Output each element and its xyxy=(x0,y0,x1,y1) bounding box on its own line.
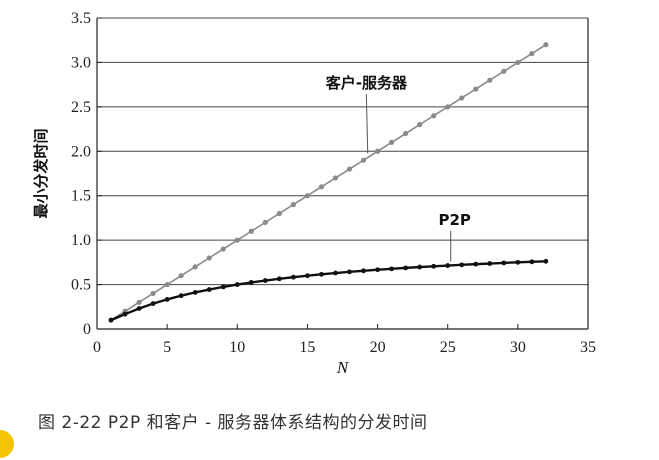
tick-labels: 0 0.5 1.0 1.5 2.0 2.5 3.0 3.5 0 5 10 15 20 25 30 35 xyxy=(71,10,596,356)
client-server-point-17 xyxy=(346,166,353,172)
client-server-series-label: 客户-服务器 xyxy=(325,74,408,92)
client-server-point-19 xyxy=(374,148,381,154)
client-server-point-3 xyxy=(150,290,156,297)
client-server-point-15 xyxy=(318,184,325,190)
p2p-point-22 xyxy=(417,264,423,270)
x-axis-title: N xyxy=(336,358,350,377)
distribution-time-chart: 0 0.5 1.0 1.5 2.0 2.5 3.0 3.5 0 5 10 15 20 25 30 35 客户-… xyxy=(32,10,596,377)
series-labels: 客户-服务器 P2P xyxy=(325,74,471,262)
p2p-line xyxy=(110,260,546,322)
p2p-point-3 xyxy=(150,301,156,306)
axes xyxy=(96,17,589,330)
client-server-point-23 xyxy=(431,113,437,119)
client-server-point-29 xyxy=(515,59,521,66)
p2p-point-4 xyxy=(164,297,170,302)
client-server-point-11 xyxy=(262,219,268,225)
client-server-point-5 xyxy=(178,273,184,279)
p2p-point-6 xyxy=(192,289,198,295)
client-server-point-26 xyxy=(473,86,479,92)
client-server-point-10 xyxy=(248,228,254,234)
p2p-point-24 xyxy=(445,263,451,268)
y-tick-label-6: 3.0 xyxy=(71,54,91,71)
p2p-point-18 xyxy=(361,268,366,274)
x-tick-label-7: 35 xyxy=(580,339,596,356)
client-server-point-25 xyxy=(459,95,465,101)
p2p-point-15 xyxy=(319,271,324,277)
client-server-point-27 xyxy=(487,77,493,83)
x-tick-label-6: 30 xyxy=(510,339,526,356)
x-tick-label-4: 20 xyxy=(370,339,386,356)
client-server-point-8 xyxy=(220,246,226,252)
p2p-point-7 xyxy=(206,287,212,292)
p2p-point-14 xyxy=(305,273,310,279)
p2p-point-8 xyxy=(220,284,226,290)
client-server-point-21 xyxy=(403,130,409,137)
client-server-point-13 xyxy=(290,202,296,208)
y-tick-label-4: 2.0 xyxy=(71,143,91,160)
client-server-point-18 xyxy=(360,157,367,163)
x-tick-label-1: 5 xyxy=(163,339,171,356)
y-tick-label-7: 3.5 xyxy=(71,10,91,27)
client-server-point-16 xyxy=(332,175,339,181)
client-server-point-22 xyxy=(417,122,423,128)
y-tick-label-5: 2.5 xyxy=(71,99,91,116)
client-server-point-31 xyxy=(543,42,549,48)
p2p-point-10 xyxy=(248,280,254,285)
client-server-point-14 xyxy=(304,193,311,199)
x-tick-label-2: 10 xyxy=(229,339,245,356)
y-tick-label-2: 1.0 xyxy=(71,232,91,249)
p2p-point-27 xyxy=(487,261,493,266)
client-server-point-24 xyxy=(445,104,451,110)
p2p-point-12 xyxy=(276,276,282,282)
x-tick-label-5: 25 xyxy=(440,339,456,356)
y-tick-label-0: 0 xyxy=(83,321,91,338)
p2p-point-9 xyxy=(234,282,240,287)
client-server-point-7 xyxy=(206,255,212,261)
client-server-line xyxy=(110,43,547,321)
p2p-series-label: P2P xyxy=(439,211,471,229)
p2p-point-16 xyxy=(333,270,338,276)
y-tick-label-3: 1.5 xyxy=(71,188,91,205)
p2p-point-13 xyxy=(291,274,296,280)
series-lines xyxy=(108,42,549,323)
p2p-point-17 xyxy=(347,269,352,275)
p2p-point-5 xyxy=(178,293,184,299)
p2p-point-19 xyxy=(375,267,380,273)
p2p-point-21 xyxy=(403,265,409,271)
p2p-point-25 xyxy=(459,262,465,268)
p2p-point-11 xyxy=(262,278,268,283)
p2p-point-28 xyxy=(501,260,507,266)
client-server-point-2 xyxy=(136,299,142,305)
p2p-point-20 xyxy=(389,266,394,272)
client-server-point-20 xyxy=(389,139,395,145)
p2p-point-31 xyxy=(543,258,549,264)
grid-lines xyxy=(97,17,588,286)
p2p-point-0 xyxy=(108,317,114,323)
p2p-point-29 xyxy=(515,259,521,265)
client-server-label-leader xyxy=(365,93,369,154)
client-server-point-30 xyxy=(529,50,535,57)
client-server-point-9 xyxy=(234,237,240,243)
x-tick-label-3: 15 xyxy=(299,339,315,356)
p2p-point-1 xyxy=(122,311,128,317)
client-server-point-4 xyxy=(164,281,170,288)
p2p-point-23 xyxy=(431,263,437,269)
corner-circle-marker xyxy=(0,430,14,458)
p2p-point-30 xyxy=(529,259,535,265)
client-server-point-12 xyxy=(276,210,282,217)
y-axis-title: 最小分发时间 xyxy=(32,128,50,218)
x-tick-label-0: 0 xyxy=(93,339,101,356)
y-tick-label-1: 0.5 xyxy=(71,277,91,294)
client-server-point-28 xyxy=(501,68,507,74)
client-server-point-6 xyxy=(192,264,198,270)
figure-caption: 图 2-22 P2P 和客户 - 服务器体系结构的分发时间 xyxy=(38,413,428,433)
p2p-point-2 xyxy=(136,306,142,311)
p2p-point-26 xyxy=(473,261,479,267)
